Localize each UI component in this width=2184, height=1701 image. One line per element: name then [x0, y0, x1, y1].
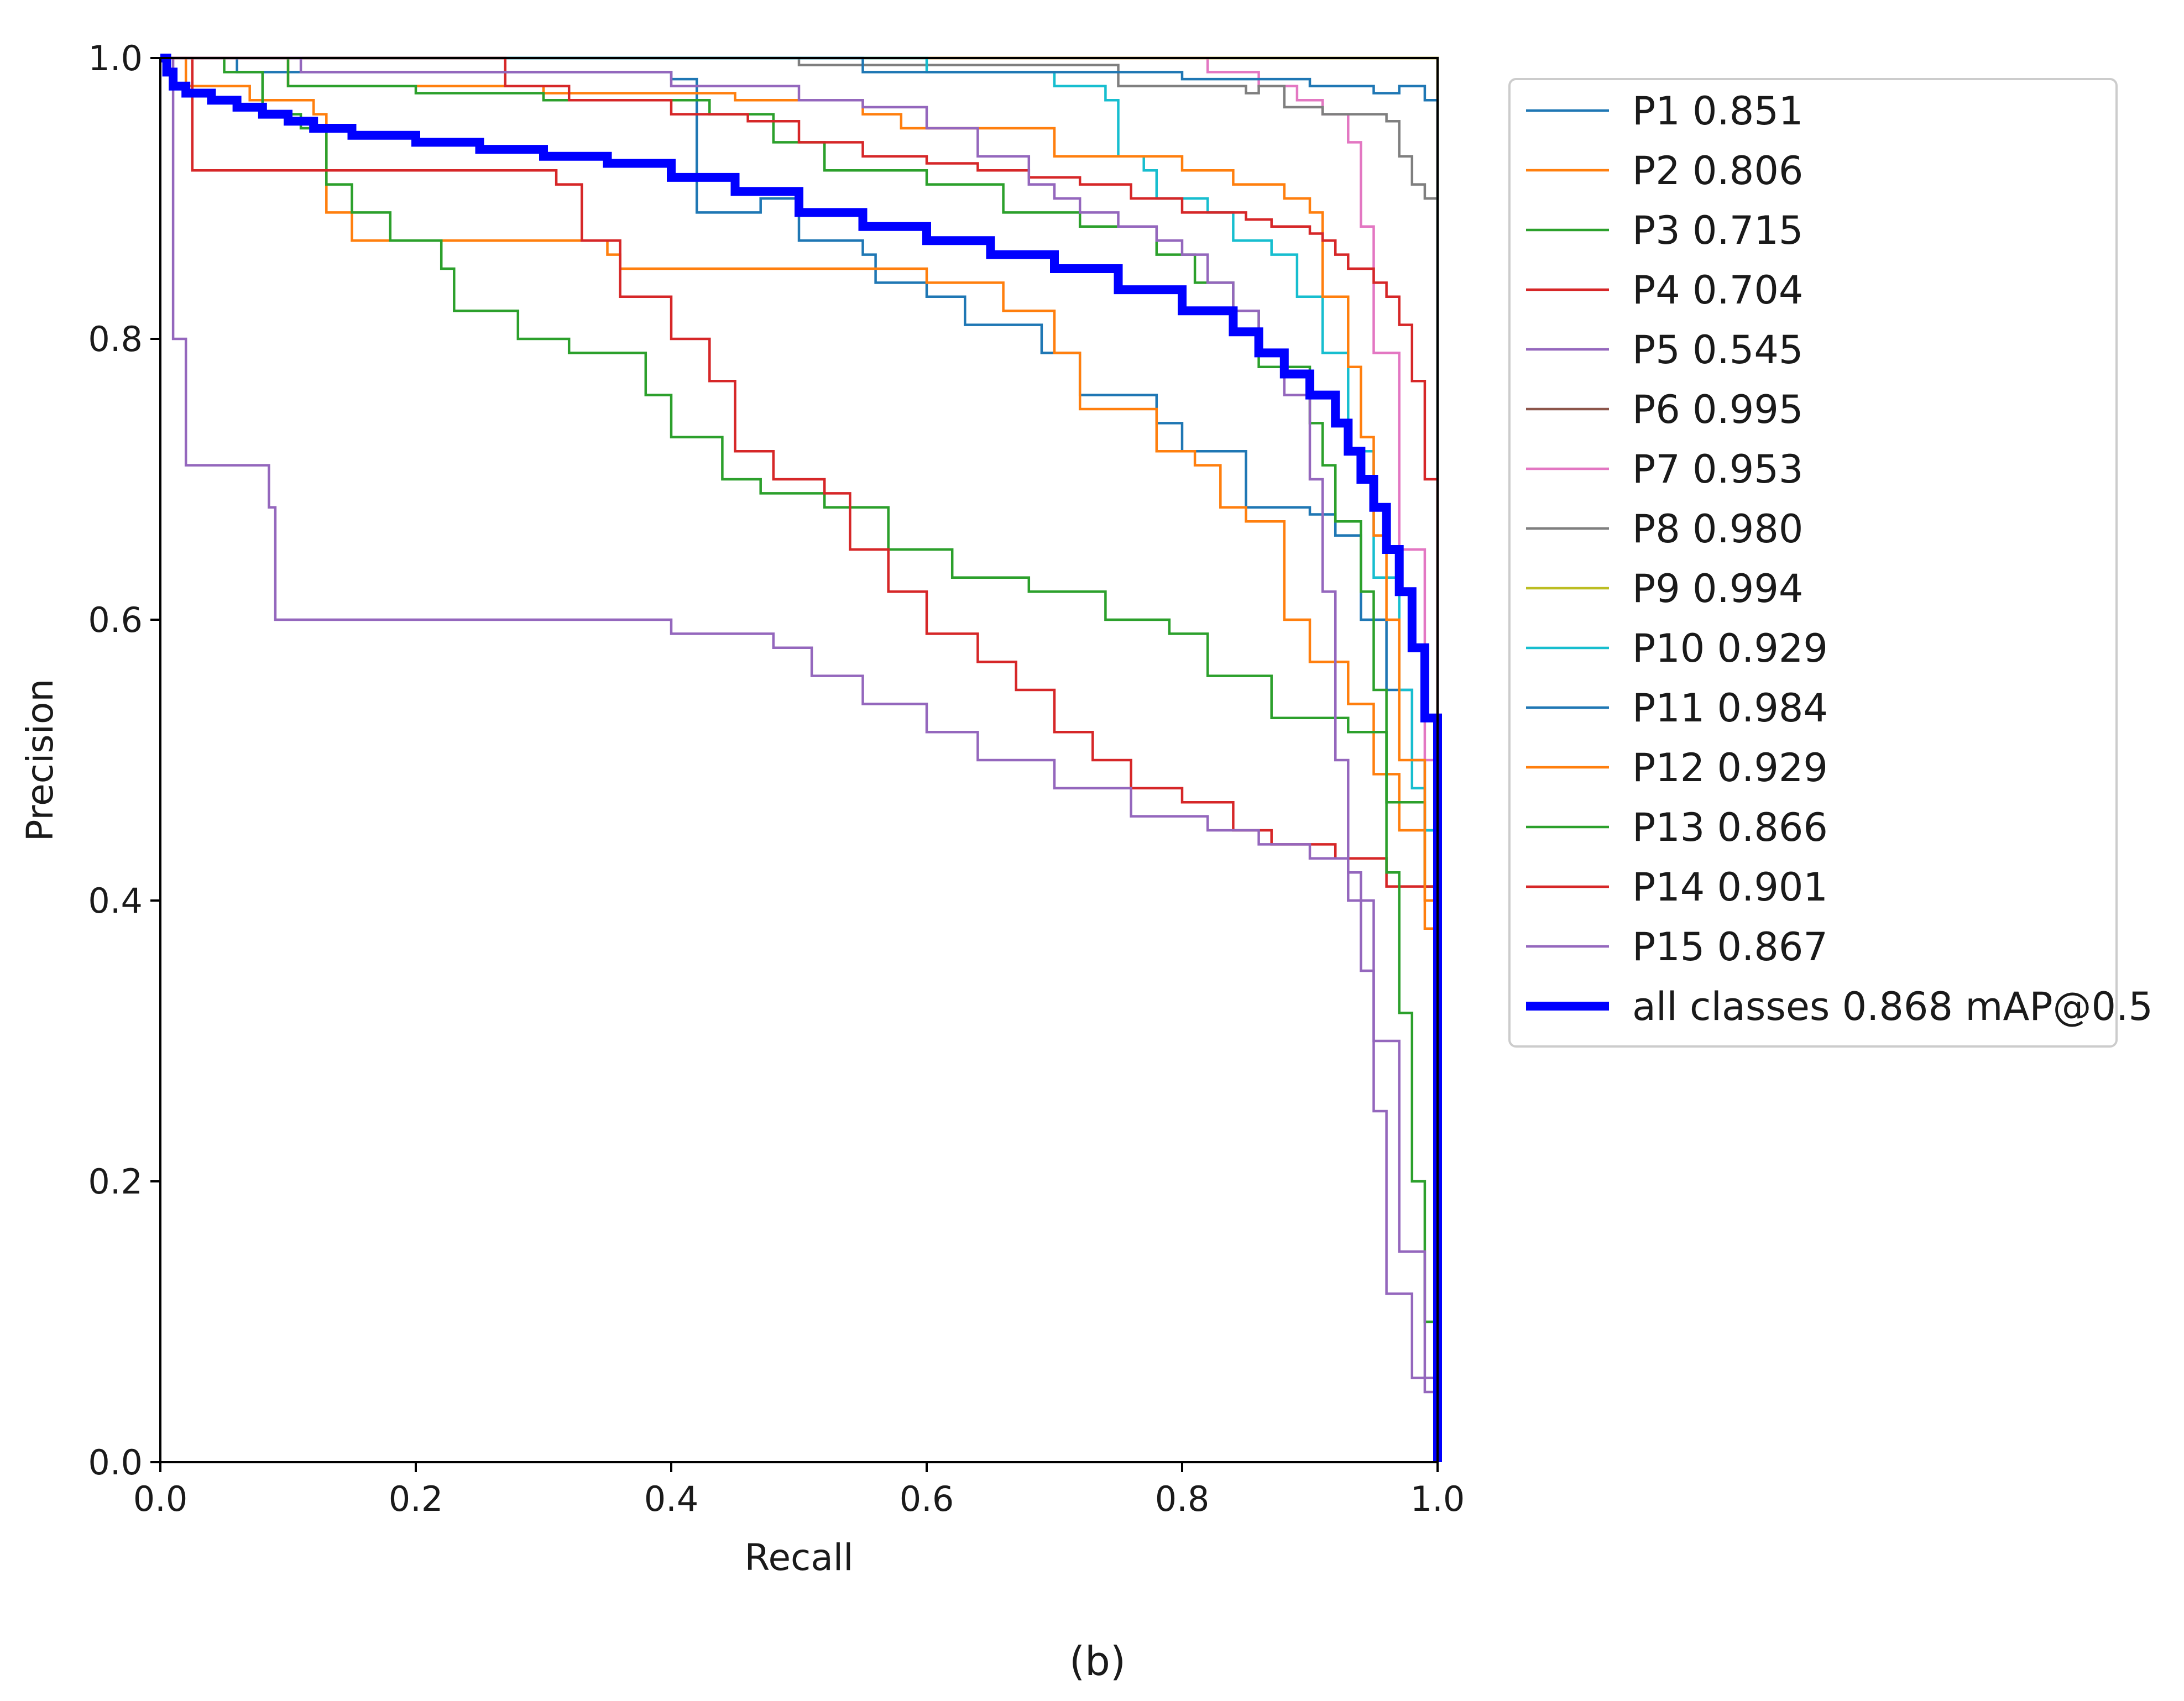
legend-series-ap: 0.980	[1680, 506, 1804, 552]
legend-series-ap: 0.851	[1680, 88, 1804, 134]
legend-label-p15: P15 0.867	[1632, 924, 1828, 970]
legend-series-suffix: mAP@0.5	[1953, 984, 2153, 1029]
plot-frame	[159, 57, 1439, 1463]
y-axis-ticks: 0.0 0.2 0.4 0.6 0.8 1.0	[88, 38, 160, 1483]
figure-caption: (b)	[1069, 1638, 1126, 1684]
legend-series-ap: 0.929	[1705, 745, 1828, 791]
curve-p10	[160, 56, 1439, 1462]
legend-label-p11: P11 0.984	[1632, 685, 1828, 731]
legend-label-p8: P8 0.980	[1632, 506, 1803, 552]
legend-series-ap: 0.867	[1705, 924, 1828, 970]
y-tick-label: 0.0	[88, 1442, 143, 1483]
legend-label-p6: P6 0.995	[1632, 387, 1803, 432]
legend-label-p7: P7 0.953	[1632, 447, 1803, 492]
legend-series-name: P12	[1632, 745, 1705, 791]
legend-series-name: P2	[1632, 148, 1680, 193]
x-tick-label: 0.2	[389, 1479, 443, 1519]
legend-series-name: P11	[1632, 685, 1705, 731]
legend-label-all-classes: all classes 0.868 mAP@0.5	[1632, 984, 2153, 1029]
legend-box	[1508, 78, 2118, 1048]
x-tick-label: 0.4	[644, 1479, 699, 1519]
legend-label-p9: P9 0.994	[1632, 566, 1803, 611]
legend-series-ap: 0.806	[1680, 148, 1804, 193]
curve-p15	[160, 56, 1439, 1462]
x-axis-ticks: 0.0 0.2 0.4 0.6 0.8 1.0	[133, 1462, 1465, 1519]
curve-p8	[160, 56, 1439, 1462]
legend-series-name: P4	[1632, 268, 1680, 313]
legend-label-p5: P5 0.545	[1632, 327, 1803, 373]
x-tick-label: 0.6	[900, 1479, 954, 1519]
legend-label-p12: P12 0.929	[1632, 745, 1828, 791]
legend-series-ap: 0.704	[1680, 268, 1804, 313]
legend-label-p3: P3 0.715	[1632, 208, 1803, 253]
legend-series-name: P9	[1632, 566, 1680, 611]
legend-label-p14: P14 0.901	[1632, 865, 1828, 910]
curve-p11	[160, 56, 1439, 1462]
legend-series-name: P8	[1632, 506, 1680, 552]
legend-label-p2: P2 0.806	[1632, 148, 1803, 193]
x-tick-label: 0.8	[1155, 1479, 1210, 1519]
curve-p7	[160, 56, 1439, 1462]
legend-label-p13: P13 0.866	[1632, 805, 1828, 850]
curve-p14	[160, 56, 1439, 1462]
legend-series-ap: 0.984	[1705, 685, 1828, 731]
legend-series-ap: 0.994	[1680, 566, 1804, 611]
curve-all-classes	[160, 54, 1442, 1462]
x-axis-label: Recall	[745, 1536, 854, 1579]
legend-label-p1: P1 0.851	[1632, 88, 1803, 134]
legend-series-name: P1	[1632, 88, 1680, 134]
legend-series-ap: 0.995	[1680, 387, 1804, 432]
y-tick-label: 1.0	[88, 38, 143, 78]
legend-series-ap: 0.545	[1680, 327, 1804, 373]
legend-series-ap: 0.866	[1705, 805, 1828, 850]
y-tick-label: 0.2	[88, 1161, 143, 1202]
legend-series-name: P10	[1632, 626, 1705, 671]
legend-series-name: P14	[1632, 865, 1705, 910]
legend-series-ap: 0.953	[1680, 447, 1804, 492]
legend-series-name: P3	[1632, 208, 1680, 253]
legend-label-p10: P10 0.929	[1632, 626, 1828, 671]
legend-series-name: all classes	[1632, 984, 1830, 1029]
y-axis-label: Precision	[19, 679, 61, 842]
legend-series-name: P15	[1632, 924, 1705, 970]
x-tick-label: 0.0	[133, 1479, 188, 1519]
y-tick-label: 0.6	[88, 600, 143, 640]
y-tick-label: 0.4	[88, 881, 143, 921]
curve-p5	[160, 56, 1439, 1462]
legend-label-p4: P4 0.704	[1632, 268, 1803, 313]
curve-p3	[160, 56, 1439, 1462]
legend-series-name: P13	[1632, 805, 1705, 850]
legend-series-name: P6	[1632, 387, 1680, 432]
curve-p4	[160, 56, 1439, 1462]
legend-series-name: P7	[1632, 447, 1680, 492]
legend-series-ap: 0.715	[1680, 208, 1804, 253]
legend-series-name: P5	[1632, 327, 1680, 373]
legend-series-ap: 0.901	[1705, 865, 1828, 910]
legend-series-ap: 0.868	[1830, 984, 1953, 1029]
y-tick-label: 0.8	[88, 319, 143, 359]
legend-series-ap: 0.929	[1705, 626, 1828, 671]
x-tick-label: 1.0	[1410, 1479, 1465, 1519]
